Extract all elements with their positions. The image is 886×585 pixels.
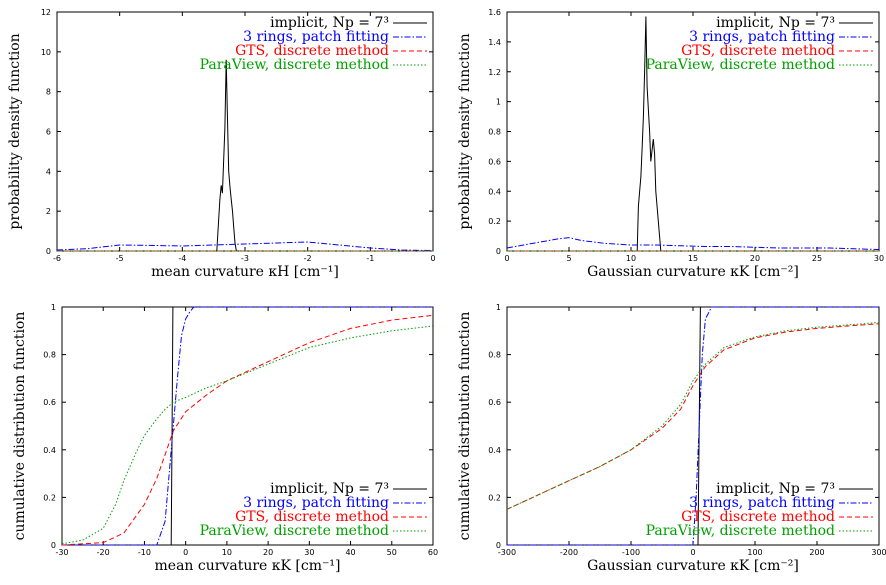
legend-label-2: 3 rings, patch fitting xyxy=(243,495,389,511)
y-tick-label: 12 xyxy=(41,8,51,17)
y-tick-label: 1.6 xyxy=(488,8,501,17)
y-tick-label: 0.8 xyxy=(488,351,501,360)
y-tick-label: 6 xyxy=(46,128,51,137)
x-tick-label: -300 xyxy=(498,548,516,557)
x-tick-label: 10 xyxy=(626,254,636,263)
x-tick-label: -2 xyxy=(304,254,312,263)
y-tick-label: 1.2 xyxy=(488,68,501,77)
legend-label-4: ParaView, discrete method xyxy=(646,523,835,539)
legend-label-3: GTS, discrete method xyxy=(681,509,835,525)
legend-label-1: implicit, Np = 7³ xyxy=(716,481,835,497)
x-tick-label: 60 xyxy=(428,548,438,557)
y-tick-label: 0 xyxy=(496,247,501,256)
legend-label-1: implicit, Np = 7³ xyxy=(270,15,389,31)
x-tick-label: -5 xyxy=(116,254,124,263)
x-tick-label: -6 xyxy=(53,254,61,263)
y-tick-label: 0.2 xyxy=(488,493,501,502)
legend-label-4: ParaView, discrete method xyxy=(200,523,389,539)
x-tick-label: 0 xyxy=(183,548,188,557)
x-tick-label: 10 xyxy=(222,548,232,557)
legend-label-2: 3 rings, patch fitting xyxy=(689,495,835,511)
series-line-1 xyxy=(507,16,879,252)
x-tick-label: 5 xyxy=(566,254,571,263)
y-tick-label: 1 xyxy=(51,303,56,312)
x-tick-label: 20 xyxy=(750,254,760,263)
y-tick-label: 1.4 xyxy=(488,38,501,47)
series-line-3 xyxy=(61,314,434,546)
x-tick-label: 40 xyxy=(345,548,355,557)
x-tick-label: -100 xyxy=(622,548,640,557)
legend-label-4: ParaView, discrete method xyxy=(646,57,835,73)
y-tick-label: 0.6 xyxy=(488,398,501,407)
y-tick-label: 0.4 xyxy=(488,446,501,455)
x-tick-label: 20 xyxy=(263,548,273,557)
x-tick-label: 0 xyxy=(504,254,509,263)
y-tick-label: 0.8 xyxy=(43,351,56,360)
y-tick-label: 0.4 xyxy=(43,446,56,455)
legend-label-4: ParaView, discrete method xyxy=(200,57,389,73)
y-tick-label: 0.4 xyxy=(488,187,501,196)
legend-label-3: GTS, discrete method xyxy=(681,43,835,59)
x-tick-label: -3 xyxy=(241,254,249,263)
chart-panel-2: 0 5 10 15 20 25 30 0 0.2 0.4 0.6 0.8 1 1.2 1.4 1.6 Gauss… xyxy=(457,8,884,280)
y-axis-label: cumulative distribution function xyxy=(12,312,28,541)
x-axis-label: mean curvature κK [cm⁻¹] xyxy=(155,558,341,574)
y-tick-label: 0.2 xyxy=(488,217,501,226)
y-axis-label: probability density function xyxy=(457,33,473,229)
y-tick-label: 0 xyxy=(496,541,501,550)
x-tick-label: 25 xyxy=(812,254,822,263)
x-tick-label: 300 xyxy=(871,548,886,557)
y-tick-label: 8 xyxy=(46,88,51,97)
x-axis-label: mean curvature κH [cm⁻¹] xyxy=(151,264,339,280)
series-line-1 xyxy=(57,59,433,252)
x-tick-label: 200 xyxy=(809,548,824,557)
y-tick-label: 10 xyxy=(41,48,51,57)
x-tick-label: 100 xyxy=(747,548,762,557)
x-tick-label: -10 xyxy=(138,548,151,557)
x-tick-label: 0 xyxy=(430,254,435,263)
series-line-3 xyxy=(506,323,880,510)
x-tick-label: -1 xyxy=(366,254,374,263)
x-tick-label: -30 xyxy=(55,548,68,557)
y-axis-label: probability density function xyxy=(7,33,23,229)
series-line-2 xyxy=(56,241,434,252)
y-tick-label: 0 xyxy=(46,247,51,256)
legend-label-3: GTS, discrete method xyxy=(235,509,389,525)
y-tick-label: 0.6 xyxy=(43,398,56,407)
chart-panel-3: -30 -20 -10 0 10 20 30 40 50 60 0 0.2 0.4 0.6 0.8 1 mean… xyxy=(12,303,438,574)
x-tick-label: -4 xyxy=(178,254,186,263)
x-tick-label: -200 xyxy=(560,548,578,557)
y-tick-label: 0.8 xyxy=(488,128,501,137)
y-tick-label: 1 xyxy=(496,98,501,107)
chart-panel-4: -300 -200 -100 0 100 200 300 0 0.2 0.4 0.6 0.8 1 Gaus… xyxy=(457,303,886,574)
series-line-2 xyxy=(506,237,880,250)
x-axis-label: Gaussian curvature κK [cm⁻²] xyxy=(587,558,799,574)
y-tick-label: 0 xyxy=(51,541,56,550)
series-line-2 xyxy=(62,306,433,546)
legend-label-3: GTS, discrete method xyxy=(235,43,389,59)
y-tick-label: 2 xyxy=(46,207,51,216)
y-tick-label: 0.6 xyxy=(488,157,501,166)
x-tick-label: 30 xyxy=(304,548,314,557)
legend-label-2: 3 rings, patch fitting xyxy=(243,29,389,45)
legend-label-2: 3 rings, patch fitting xyxy=(689,29,835,45)
legend-label-1: implicit, Np = 7³ xyxy=(716,15,835,31)
series-line-4 xyxy=(506,322,880,510)
chart-panel-1: -6 -5 -4 -3 -2 -1 0 0 2 4 6 8 10 12 mean curvature κH … xyxy=(7,8,436,280)
y-tick-label: 0.2 xyxy=(43,493,56,502)
y-axis-label: cumulative distribution function xyxy=(457,312,473,541)
x-tick-label: 0 xyxy=(690,548,695,557)
x-tick-label: 15 xyxy=(688,254,698,263)
series-line-4 xyxy=(61,325,434,545)
x-tick-label: 30 xyxy=(874,254,884,263)
x-tick-label: 50 xyxy=(387,548,397,557)
x-tick-label: -20 xyxy=(97,548,110,557)
y-tick-label: 4 xyxy=(46,167,51,176)
y-tick-label: 1 xyxy=(496,303,501,312)
legend-label-1: implicit, Np = 7³ xyxy=(270,481,389,497)
x-axis-label: Gaussian curvature κK [cm⁻²] xyxy=(587,264,799,280)
